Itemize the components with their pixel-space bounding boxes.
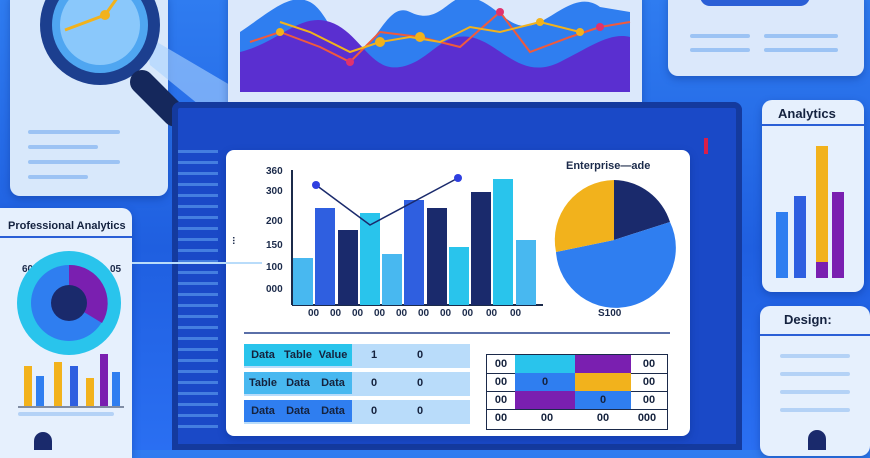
bar [338,230,358,305]
left-value: 60 [22,264,34,275]
table-cell: Data [314,400,352,422]
right-bar-chart [776,146,844,278]
table-cell: 00 [642,376,656,388]
table-cell [515,391,575,409]
y-tick: 200 [266,216,283,227]
table-cell: 0 [515,373,575,391]
table-cell [575,373,631,391]
table-cell: 1 [370,349,378,361]
table-cell [575,355,631,373]
pie-title: Enterprise—ade [566,160,651,172]
table-row: Data Data Data 0 0 [244,400,470,424]
bar [471,192,491,305]
table-right: 00 00 00 0 00 00 0 00 00 00 00 000 [486,354,668,430]
y-tick: 150 [266,240,283,251]
design-panel-title: Design: [784,312,832,327]
pie-slice [556,222,676,308]
table-row: 00 0 00 [487,391,667,410]
x-tick: 00 [510,308,522,319]
x-tick: 00 [308,308,320,319]
pie-slice [554,180,614,252]
bar [449,247,469,305]
left-panel-title: Professional Analytics [8,220,126,232]
table-row: 00 00 [487,355,667,374]
table-cell: Table [282,344,314,366]
table-row: 00 00 00 000 [487,409,667,427]
y-tick: 100 [266,262,283,273]
table-cell: Data [244,400,282,422]
table-cell: 00 [642,394,656,406]
bar [493,179,513,305]
y-tick: 360 [266,166,283,177]
right-panel-title: Analytics [778,106,836,121]
table-cell [515,355,575,373]
pie-footer: S100 [598,308,622,319]
x-tick: 00 [440,308,452,319]
small-bar-chart [18,354,124,408]
table-cell: 0 [416,405,424,417]
table-row: 00 0 00 [487,373,667,392]
top-right-card [668,0,864,76]
right-value: 05 [110,264,122,275]
bar [404,200,424,305]
table-cell: Data [282,372,314,394]
x-tick: 00 [462,308,474,319]
table-cell: Data [314,372,352,394]
table-row: Data Table Value 1 0 [244,344,470,368]
table-cell: 000 [637,412,657,424]
table-cell: 00 [596,412,610,424]
pie-chart [554,180,676,308]
bar [293,258,313,305]
table-cell: Data [244,344,282,366]
y-axis-label: ... [226,236,238,245]
table-cell: 00 [494,376,508,388]
table-cell: Data [282,400,314,422]
table-cell: 00 [540,412,554,424]
pie-slice [614,180,670,240]
table-left: Data Table Value 1 0 Table Data Data 0 0… [244,344,470,424]
x-tick: 00 [374,308,386,319]
x-tick: 00 [330,308,342,319]
x-tick: 00 [486,308,498,319]
table-cell: 0 [416,349,424,361]
x-tick: 00 [418,308,430,319]
donut-chart [17,251,121,355]
table-cell: 00 [494,394,508,406]
bar [382,254,402,305]
table-cell: Table [244,372,282,394]
table-cell: Value [314,344,352,366]
table-cell: 0 [575,391,631,409]
person-icon [808,430,826,450]
x-tick: 00 [396,308,408,319]
table-cell: 00 [642,358,656,370]
bar [516,240,536,305]
table-cell: 0 [416,377,424,389]
main-bar-chart [291,170,543,306]
table-cell: 0 [370,405,378,417]
person-icon [34,432,52,450]
y-tick: 300 [266,186,283,197]
table-cell: 0 [370,377,378,389]
table-cell: 00 [494,412,508,424]
bar [427,208,447,305]
bar [315,208,335,305]
area-chart [240,0,631,92]
bar [360,213,380,305]
y-tick: 000 [266,284,283,295]
table-row: Table Data Data 0 0 [244,372,470,396]
table-cell: 00 [494,358,508,370]
x-tick: 00 [352,308,364,319]
